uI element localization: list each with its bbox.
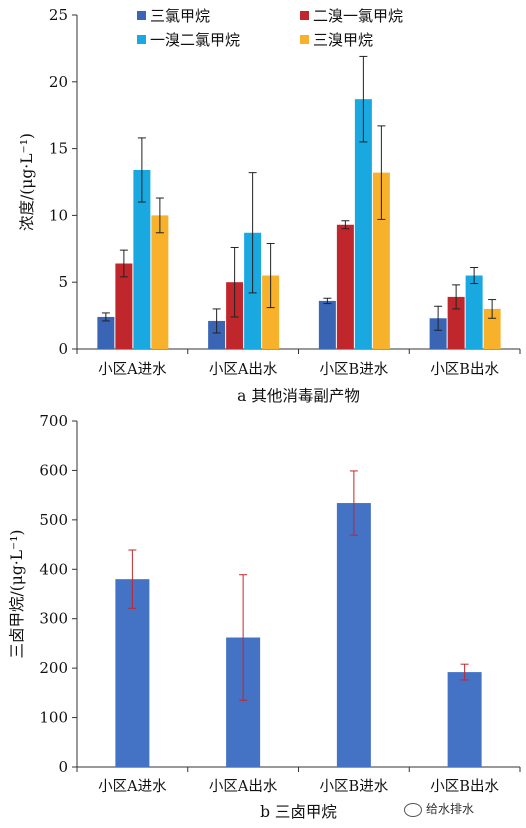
chart-a: 0 5 10 15 20 25 小区A进水 小区A出水 小区B进水 小区B出水 浓度/(μg·L⁻¹… [18, 6, 521, 405]
watermark-text: 给水排水 [426, 802, 475, 816]
bar [115, 263, 133, 349]
y-tick-label: 15 [49, 140, 68, 158]
legend-swatch [300, 11, 309, 20]
x-tick-label: 小区A进水 [98, 778, 167, 795]
x-tick-label: 小区B出水 [430, 361, 499, 378]
bar [336, 224, 354, 349]
chart-b: 0 100 200 300 400 500 600 700 小区A进水 小区A出水 小区B进水 小区B… [8, 412, 521, 821]
y-axis-title: 三卤甲烷/(μg·L⁻¹) [8, 530, 26, 659]
bar [208, 320, 226, 349]
x-tick-label: 小区A出水 [209, 778, 278, 795]
legend-label: 一溴二氯甲烷 [150, 31, 240, 49]
bar [465, 275, 483, 349]
bar [262, 275, 280, 349]
y-tick-label: 25 [49, 6, 68, 24]
bar [447, 672, 482, 767]
legend-swatch [137, 35, 146, 44]
x-tick-label: 小区A出水 [209, 361, 278, 378]
y-tick-label: 200 [39, 659, 68, 677]
legend-label: 二溴一氯甲烷 [313, 7, 403, 25]
bar [151, 215, 169, 349]
legend-swatch [300, 35, 309, 44]
y-tick-label: 5 [58, 273, 68, 291]
chart-caption: a 其他消毒副产物 [237, 387, 360, 405]
y-tick-label: 10 [49, 206, 68, 224]
y-tick-label: 100 [39, 709, 68, 727]
y-tick-label: 20 [49, 73, 68, 91]
y-tick-label: 0 [58, 758, 68, 776]
bar [354, 99, 372, 349]
legend-swatch [137, 11, 146, 20]
y-tick-label: 300 [39, 610, 68, 628]
bar [336, 503, 371, 767]
bar [483, 308, 501, 349]
y-tick-label: 400 [39, 560, 68, 578]
bar [133, 169, 151, 349]
x-tick-label: 小区B进水 [320, 361, 389, 378]
bar [447, 296, 465, 349]
bar [115, 579, 150, 767]
bar [372, 172, 390, 349]
y-tick-label: 0 [58, 340, 68, 358]
x-tick-label: 小区B进水 [320, 778, 389, 795]
y-tick-label: 600 [39, 461, 68, 479]
y-axis-title: 浓度/(μg·L⁻¹) [18, 133, 36, 231]
legend-label: 三溴甲烷 [313, 31, 373, 49]
x-tick-label: 小区A进水 [98, 361, 167, 378]
y-tick-label: 500 [39, 511, 68, 529]
legend-label: 三氯甲烷 [150, 7, 210, 25]
chart-caption: b 三卤甲烷 [260, 803, 337, 821]
bar [97, 316, 115, 349]
watermark: 给水排水 [404, 800, 474, 817]
y-tick-label: 700 [39, 412, 68, 430]
bar [429, 318, 447, 349]
wechat-icon [404, 802, 422, 817]
bar [318, 300, 336, 349]
x-tick-label: 小区B出水 [430, 778, 499, 795]
